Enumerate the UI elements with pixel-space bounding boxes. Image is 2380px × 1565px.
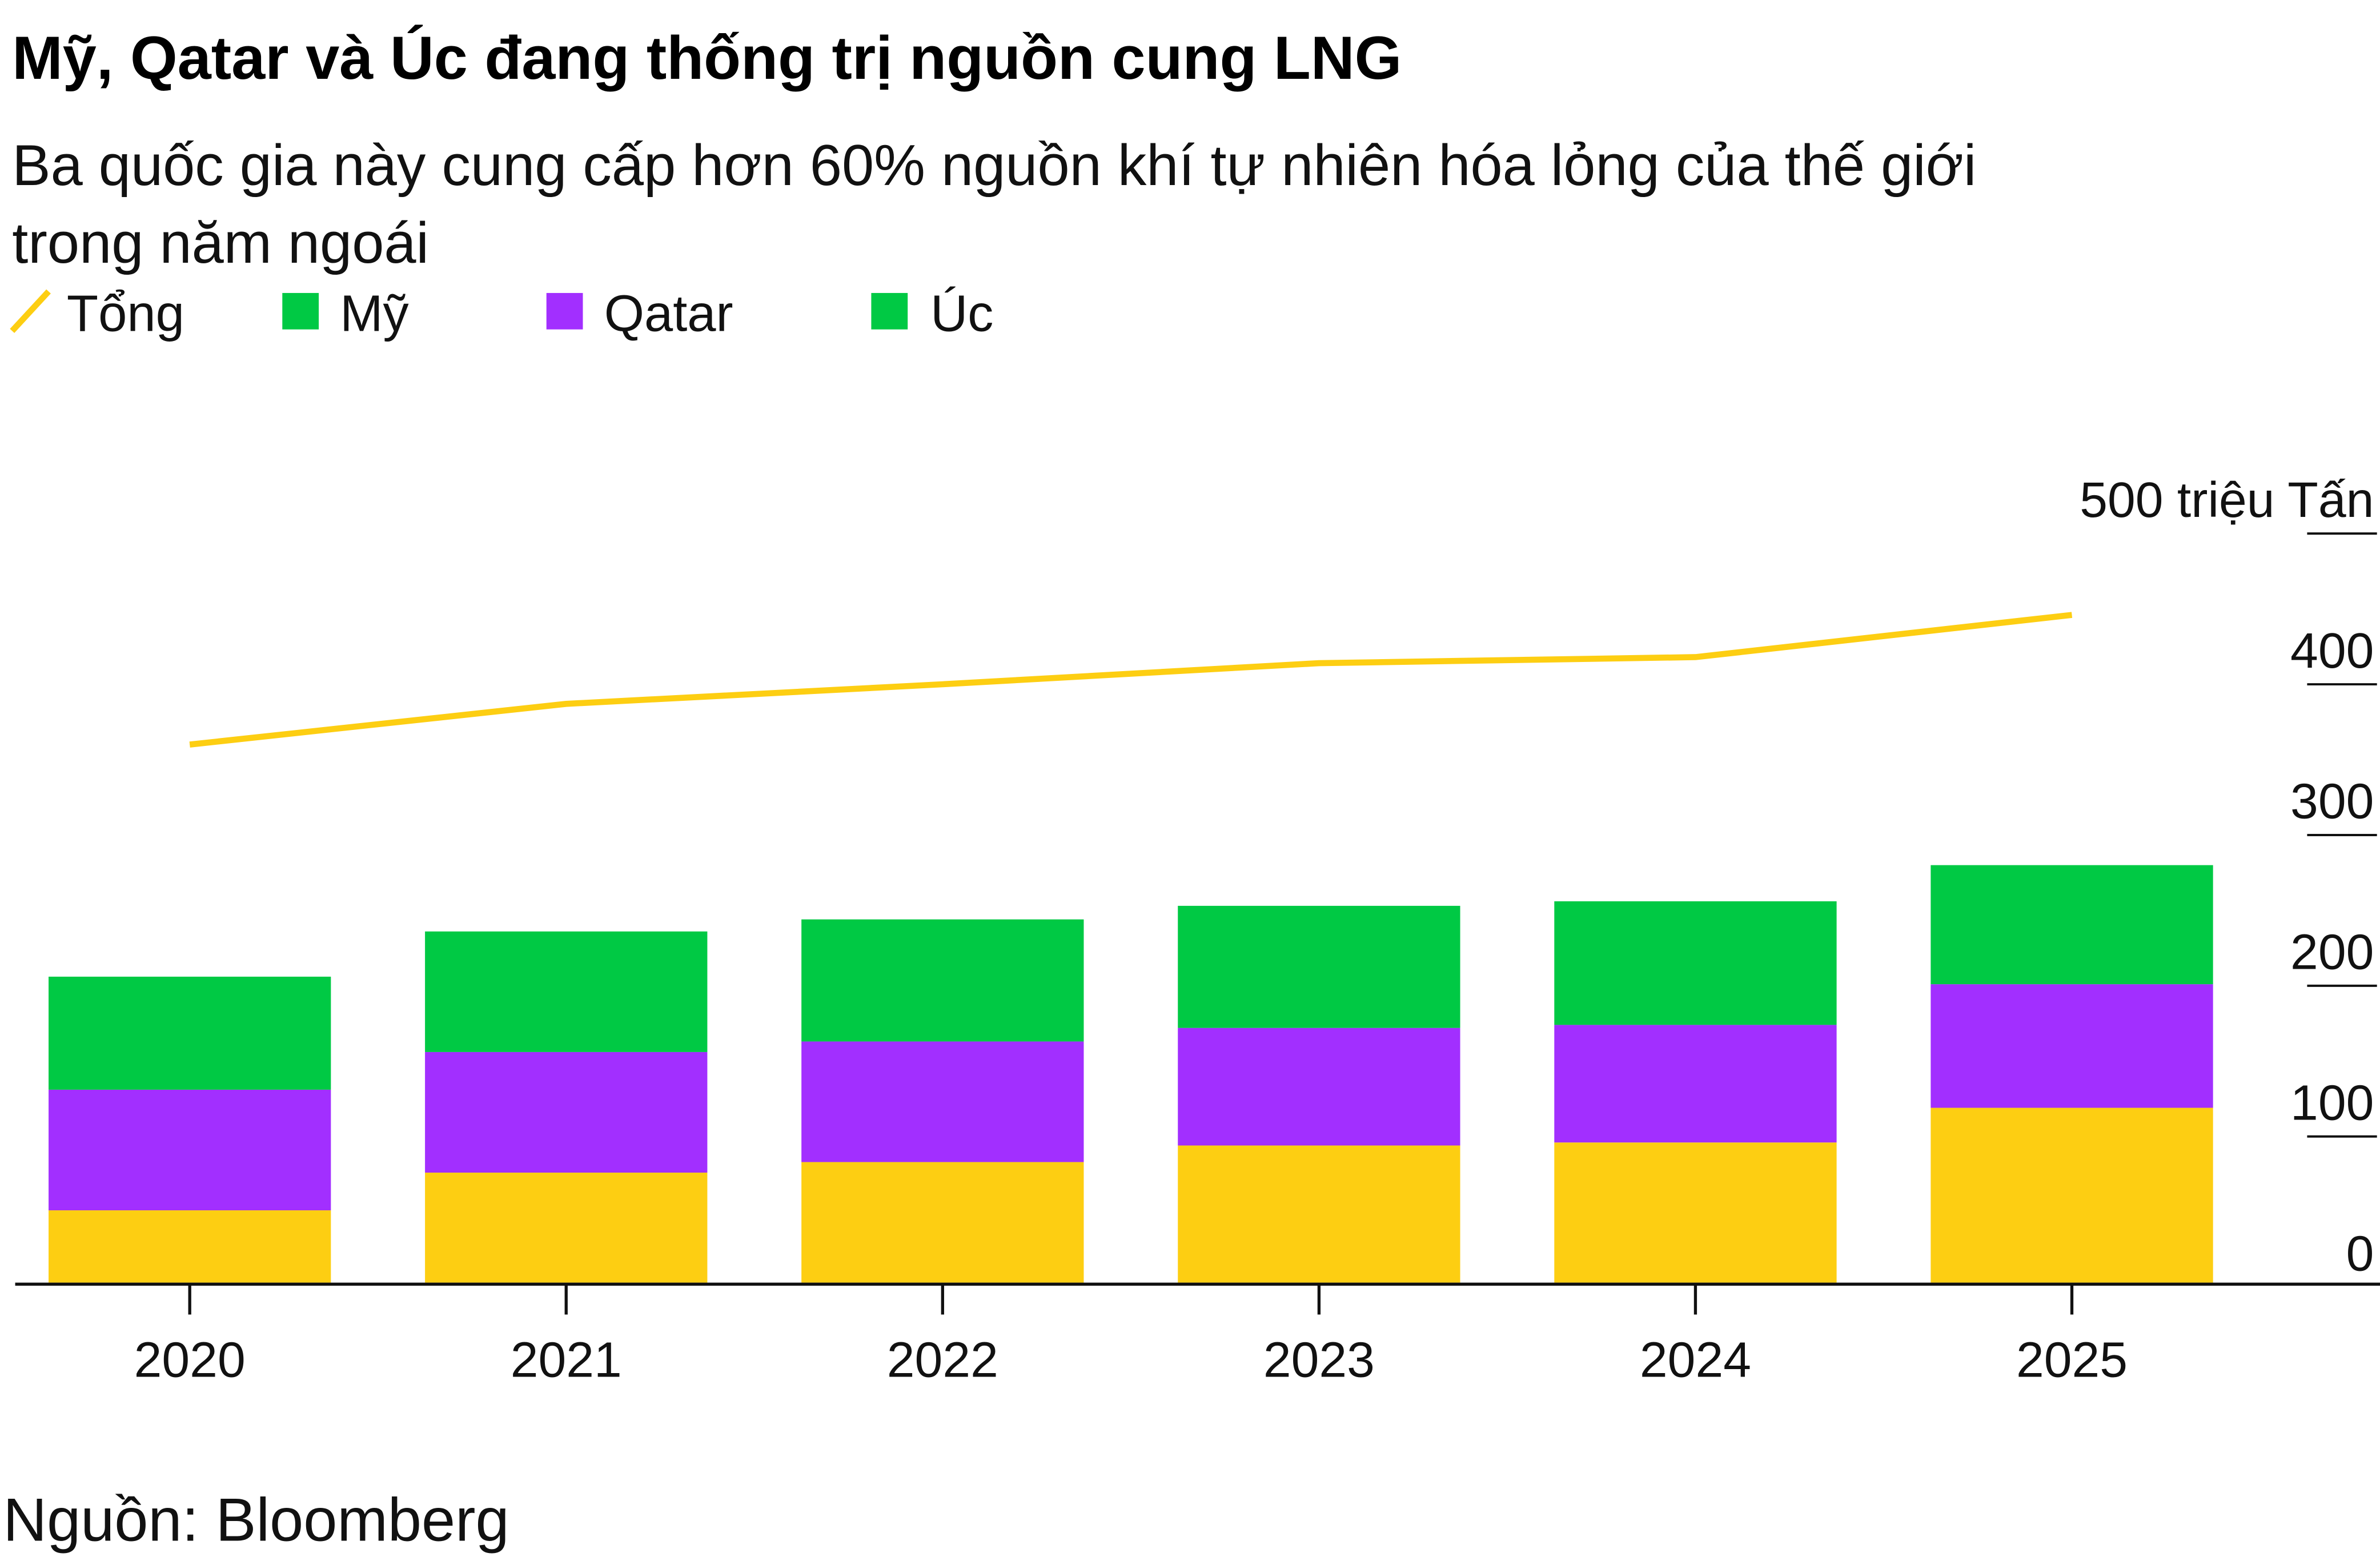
bar-2020-Qatar (49, 1089, 331, 1210)
source-note: Nguồn: Bloomberg (3, 1486, 509, 1554)
legend-label-my: Mỹ (340, 284, 408, 342)
legend-label-tong: Tổng (67, 284, 184, 342)
legend: Tổng Mỹ Qatar Úc (10, 284, 993, 342)
x-tick-label: 2021 (511, 1331, 622, 1387)
x-tick-label: 2025 (2016, 1331, 2128, 1387)
bar-2024-Úc (1554, 901, 1837, 1025)
bar-2024-Mỹ (1554, 1142, 1837, 1283)
bar-2021-Úc (425, 931, 708, 1052)
total-point-2022 (942, 684, 943, 685)
bar-2023-Mỹ (1178, 1145, 1460, 1283)
y-tick-label: 400 (2290, 623, 2374, 679)
x-tick-label: 2023 (1263, 1331, 1375, 1387)
y-tick-label: 300 (2290, 773, 2374, 829)
bar-2025-Qatar (1931, 984, 2213, 1108)
total-line (189, 612, 2073, 748)
x-tick-label: 2024 (1640, 1331, 1751, 1387)
chart-subtitle-line1: Ba quốc gia này cung cấp hơn 60% nguồn k… (12, 134, 1976, 198)
y-tick-label: 500 triệu Tấn (2080, 472, 2374, 528)
bar-2023-Úc (1178, 905, 1460, 1028)
legend-line-tong (10, 289, 51, 333)
bar-2020-Úc (49, 976, 331, 1090)
bar-2021-Qatar (425, 1052, 708, 1173)
y-tick-label: 100 (2290, 1075, 2374, 1131)
legend-label-qatar: Qatar (604, 284, 733, 342)
bar-2022-Úc (801, 919, 1084, 1042)
bar-2020-Mỹ (49, 1210, 331, 1283)
legend-swatch-qatar (546, 292, 583, 330)
bar-2024-Qatar (1554, 1025, 1837, 1143)
bar-2022-Qatar (801, 1041, 1084, 1162)
y-tick-label: 200 (2290, 924, 2374, 980)
y-axis: 0 100 200 300 400 500 triệu Tấn (2080, 472, 2377, 1281)
bar-2025-Úc (1931, 865, 2213, 985)
chart-subtitle-line2: trong năm ngoái (12, 211, 429, 275)
x-tick-label: 2020 (134, 1331, 246, 1387)
legend-swatch-uc (871, 292, 908, 330)
y-tick-label: 0 (2346, 1225, 2374, 1281)
chart-title: Mỹ, Qatar và Úc đang thống trị nguồn cun… (12, 24, 1402, 92)
bar-2025-Mỹ (1931, 1107, 2213, 1283)
legend-swatch-my (282, 292, 319, 330)
x-axis: 2020 2021 2022 2023 2024 2025 (134, 1284, 2128, 1387)
x-tick-label: 2022 (887, 1331, 998, 1387)
bar-2021-Mỹ (425, 1173, 708, 1283)
bar-2023-Qatar (1178, 1028, 1460, 1146)
bars (49, 865, 2213, 1283)
legend-label-uc: Úc (930, 284, 993, 342)
bar-2022-Mỹ (801, 1162, 1084, 1283)
